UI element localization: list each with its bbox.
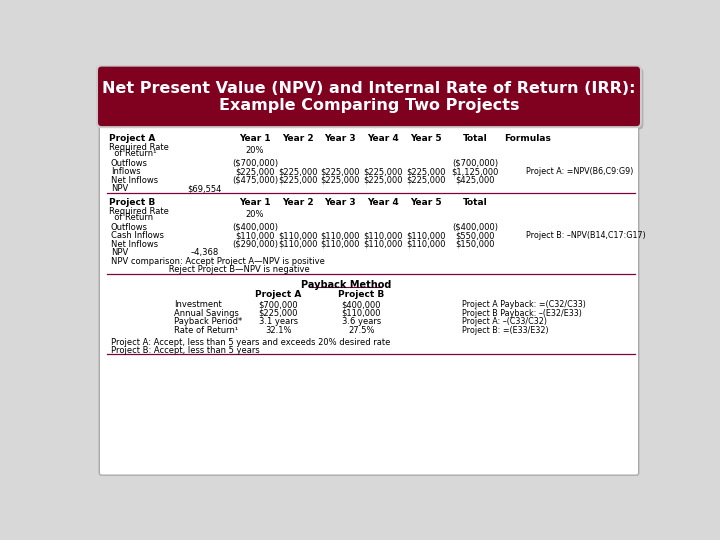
Text: $110,000: $110,000	[235, 231, 275, 240]
Text: 3.1 years: 3.1 years	[258, 318, 298, 326]
Text: 32.1%: 32.1%	[265, 326, 292, 335]
Text: Project A: Project A	[109, 134, 156, 143]
Text: $225,000: $225,000	[320, 167, 360, 176]
Text: of Return: of Return	[109, 213, 153, 222]
Text: $225,000: $225,000	[363, 176, 402, 185]
Text: of Return¹: of Return¹	[109, 150, 157, 159]
Text: Payback Method: Payback Method	[300, 280, 391, 289]
Text: 27.5%: 27.5%	[348, 326, 374, 335]
Text: Project A Payback: =(C32/C33): Project A Payback: =(C32/C33)	[462, 300, 586, 309]
Text: Rate of Return¹: Rate of Return¹	[174, 326, 238, 335]
Text: Year 5: Year 5	[410, 198, 441, 207]
Text: NPV: NPV	[111, 184, 128, 193]
Text: Year 2: Year 2	[282, 198, 313, 207]
Text: Project B: =(E33/E32): Project B: =(E33/E32)	[462, 326, 549, 335]
Text: $550,000: $550,000	[456, 231, 495, 240]
Text: Year 5: Year 5	[410, 134, 441, 143]
Text: Year 3: Year 3	[325, 134, 356, 143]
Text: $110,000: $110,000	[320, 231, 360, 240]
Text: Project B: Project B	[109, 198, 156, 207]
Text: Year 1: Year 1	[239, 134, 271, 143]
Text: $110,000: $110,000	[406, 231, 446, 240]
Text: –4,368: –4,368	[191, 248, 219, 257]
Text: $110,000: $110,000	[278, 240, 318, 248]
Text: ($700,000): ($700,000)	[232, 159, 278, 168]
Text: Inflows: Inflows	[111, 167, 140, 176]
Text: $225,000: $225,000	[278, 176, 318, 185]
Text: $225,000: $225,000	[278, 167, 318, 176]
Text: $110,000: $110,000	[363, 240, 402, 248]
Text: $225,000: $225,000	[363, 167, 402, 176]
Text: Year 4: Year 4	[367, 134, 399, 143]
Text: Total: Total	[463, 198, 487, 207]
Text: Annual Savings: Annual Savings	[174, 309, 238, 318]
Text: Project B: Accept, less than 5 years: Project B: Accept, less than 5 years	[111, 346, 260, 355]
Text: Net Inflows: Net Inflows	[111, 176, 158, 185]
Text: $225,000: $225,000	[406, 167, 446, 176]
Text: Required Rate: Required Rate	[109, 207, 169, 216]
Text: ($700,000): ($700,000)	[452, 159, 498, 168]
Text: Year 2: Year 2	[282, 134, 313, 143]
Text: 3.6 years: 3.6 years	[341, 318, 381, 326]
Text: $700,000: $700,000	[258, 300, 298, 309]
Text: $425,000: $425,000	[456, 176, 495, 185]
FancyBboxPatch shape	[97, 65, 641, 127]
Text: Cash Inflows: Cash Inflows	[111, 231, 164, 240]
Text: ($400,000): ($400,000)	[452, 222, 498, 232]
Text: Project B: –NPV(B14,C17:G17): Project B: –NPV(B14,C17:G17)	[526, 231, 646, 240]
Text: Project B: Project B	[338, 291, 384, 299]
Text: ($400,000): ($400,000)	[232, 222, 278, 232]
Text: Formulas: Formulas	[505, 134, 552, 143]
Text: NPV comparison: Accept Project A—NPV is positive: NPV comparison: Accept Project A—NPV is …	[111, 257, 325, 266]
Text: Project A: –(C33/C32): Project A: –(C33/C32)	[462, 318, 547, 326]
Text: $400,000: $400,000	[341, 300, 381, 309]
Text: NPV: NPV	[111, 248, 128, 257]
Text: $150,000: $150,000	[456, 240, 495, 248]
Text: Investment: Investment	[174, 300, 222, 309]
Text: $110,000: $110,000	[363, 231, 402, 240]
Text: $110,000: $110,000	[341, 309, 381, 318]
Text: $225,000: $225,000	[258, 309, 298, 318]
Text: Net Present Value (NPV) and Internal Rate of Return (IRR):: Net Present Value (NPV) and Internal Rat…	[102, 81, 636, 96]
Text: Example Comparing Two Projects: Example Comparing Two Projects	[219, 98, 519, 113]
Text: $69,554: $69,554	[187, 184, 222, 193]
Text: Net Inflows: Net Inflows	[111, 240, 158, 248]
Text: $225,000: $225,000	[235, 167, 275, 176]
Text: $225,000: $225,000	[320, 176, 360, 185]
Text: Project A: Accept, less than 5 years and exceeds 20% desired rate: Project A: Accept, less than 5 years and…	[111, 338, 390, 347]
Text: $110,000: $110,000	[278, 231, 318, 240]
Text: Project A: =NPV(B6,C9:G9): Project A: =NPV(B6,C9:G9)	[526, 167, 634, 176]
Text: ($290,000): ($290,000)	[232, 240, 278, 248]
FancyBboxPatch shape	[99, 68, 644, 130]
Text: Required Rate: Required Rate	[109, 143, 169, 152]
Text: 20%: 20%	[246, 146, 264, 156]
Text: Outflows: Outflows	[111, 159, 148, 168]
Text: Project B Payback: –(E32/E33): Project B Payback: –(E32/E33)	[462, 309, 582, 318]
Text: Outflows: Outflows	[111, 222, 148, 232]
FancyBboxPatch shape	[99, 126, 639, 475]
Text: 20%: 20%	[246, 211, 264, 219]
Text: Year 3: Year 3	[325, 198, 356, 207]
Text: $225,000: $225,000	[406, 176, 446, 185]
Text: Year 1: Year 1	[239, 198, 271, 207]
Text: ($475,000): ($475,000)	[232, 176, 278, 185]
Text: $1,125,000: $1,125,000	[451, 167, 499, 176]
Text: $110,000: $110,000	[320, 240, 360, 248]
Text: $110,000: $110,000	[406, 240, 446, 248]
Text: Reject Project B—NPV is negative: Reject Project B—NPV is negative	[111, 265, 310, 274]
Text: Payback Period*: Payback Period*	[174, 318, 242, 326]
Text: Project A: Project A	[255, 291, 302, 299]
Text: Total: Total	[463, 134, 487, 143]
Text: Year 4: Year 4	[367, 198, 399, 207]
